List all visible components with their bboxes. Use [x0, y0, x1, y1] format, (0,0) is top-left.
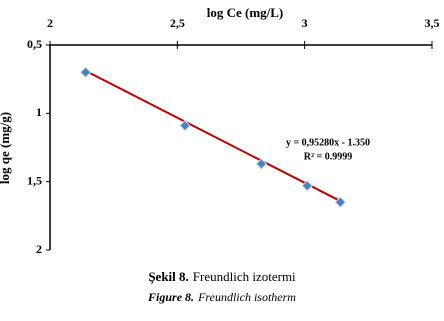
caption-en-text: Freundlich isotherm	[197, 290, 296, 304]
caption-en: Figure 8. Freundlich isotherm	[147, 290, 296, 304]
data-point	[79, 66, 92, 79]
data-point	[179, 119, 191, 132]
y-tick-label: 1	[36, 105, 42, 119]
x-tick-label: 3,5	[425, 16, 440, 30]
y-axis-label: log qe (mg/g)	[0, 112, 12, 184]
caption-en-label: Figure 8.	[147, 290, 194, 304]
x-tick-label: 2,5	[170, 16, 185, 30]
caption-tr: Şekil 8. Freundlich izotermi	[148, 269, 296, 284]
data-point	[334, 196, 347, 208]
caption-tr-label: Şekil 8.	[148, 269, 188, 284]
equation: y = 0,95280x - 1.350	[286, 137, 370, 148]
y-tick-label: 2	[36, 242, 42, 256]
x-tick-label: 3	[302, 16, 308, 30]
data-point	[301, 180, 313, 192]
data-point	[255, 158, 268, 170]
r-squared: R² = 0.9999	[304, 151, 352, 162]
caption-tr-text: Freundlich izotermi	[193, 269, 296, 284]
trendline	[85, 69, 341, 202]
x-axis-label: log Ce (mg/L)	[207, 5, 284, 20]
y-tick-label: 1,5	[27, 173, 42, 187]
y-tick-label: 0,5	[27, 37, 42, 51]
x-tick-label: 2	[47, 16, 53, 30]
